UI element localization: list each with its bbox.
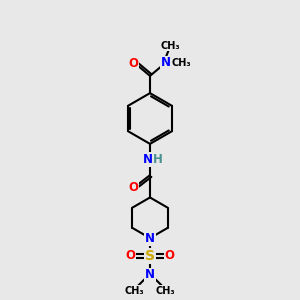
- Text: O: O: [128, 181, 138, 194]
- Text: N: N: [145, 232, 155, 245]
- Text: N: N: [160, 56, 171, 69]
- Text: S: S: [145, 249, 155, 263]
- Text: CH₃: CH₃: [124, 286, 144, 296]
- Text: CH₃: CH₃: [161, 40, 181, 51]
- Text: O: O: [126, 249, 136, 262]
- Text: N: N: [142, 153, 153, 166]
- Text: O: O: [164, 249, 174, 262]
- Text: CH₃: CH₃: [156, 286, 176, 296]
- Text: H: H: [153, 153, 163, 166]
- Text: O: O: [128, 57, 138, 70]
- Text: N: N: [145, 268, 155, 281]
- Text: CH₃: CH₃: [172, 58, 191, 68]
